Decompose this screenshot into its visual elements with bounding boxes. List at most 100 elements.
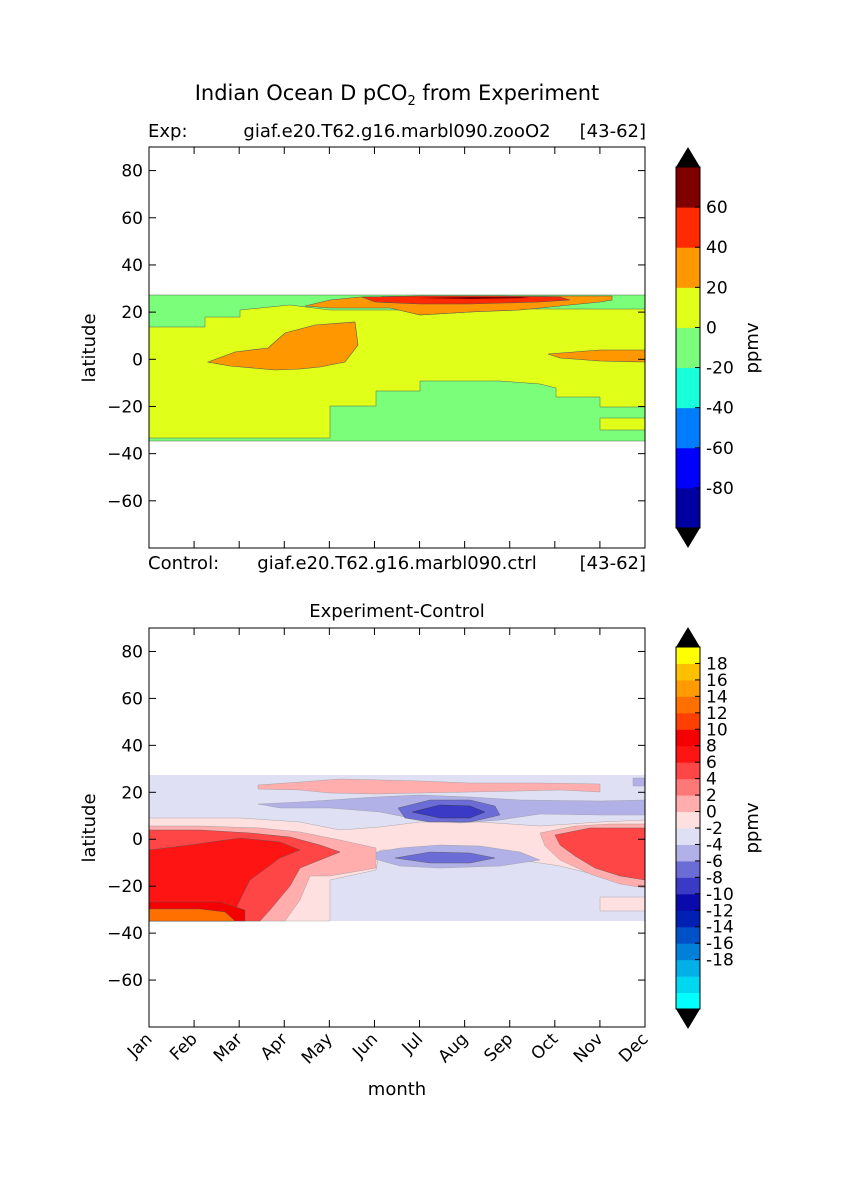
bottom-xtick-label: Dec	[615, 1029, 652, 1066]
figure-title: Indian Ocean D pCO2 from Experiment	[195, 81, 600, 109]
top-colorbar-swatch	[676, 167, 700, 208]
top-colorbar-swatch	[676, 367, 700, 409]
bottom-y-axis: 80 60 40 20 0 −20 −40 −60	[107, 642, 645, 991]
bottom-colorbar-swatch	[676, 696, 700, 714]
bottom-colorbar-swatch	[676, 877, 700, 895]
bottom-ytick-label: 80	[121, 642, 143, 662]
bottom-colorbar-tick-label: 10	[706, 720, 728, 740]
top-region-southern-green	[148, 380, 646, 442]
bottom-colorbar-swatch	[676, 926, 700, 944]
bottom-ytick-label: 20	[121, 783, 143, 803]
top-colorbar-swatch	[676, 247, 700, 288]
top-subtitle-left: Exp:	[148, 121, 188, 142]
top-region-southeast-yellow	[599, 417, 646, 431]
bottom-xtick-label: Jun	[348, 1029, 382, 1063]
bottom-colorbar-tick-label: 4	[706, 770, 717, 790]
bottom-colorbar-tick-label: 14	[706, 687, 728, 707]
bottom-colorbar-tick-label: -6	[706, 852, 723, 872]
bottom-xtick-label: Aug	[435, 1029, 473, 1067]
bottom-colorbar-tick-label: 16	[706, 671, 728, 691]
top-colorbar-tick-label: -40	[706, 399, 734, 419]
bottom-colorbar-tick-label: 2	[706, 786, 717, 806]
bottom-colorbar-tick-label: -16	[706, 934, 734, 954]
top-ytick-label: −40	[107, 445, 143, 465]
bottom-colorbar-swatch	[676, 647, 700, 664]
top-colorbar-over-arrow	[676, 147, 700, 167]
top-colorbar-tick-label: 0	[706, 318, 717, 338]
bottom-colorbar-swatch	[676, 762, 700, 780]
top-colorbar-tick-label: 40	[706, 238, 728, 258]
bottom-ytick-label: −40	[107, 924, 143, 944]
bottom-colorbar-tick-label: 12	[706, 704, 728, 724]
bottom-colorbar-swatch	[676, 959, 700, 977]
top-plot-area	[148, 146, 646, 549]
bottom-colorbar-tick-label: -2	[706, 819, 723, 839]
bottom-colorbar-swatch	[676, 860, 700, 878]
bottom-region-east-red	[554, 827, 646, 881]
bottom-colorbar-swatch	[676, 910, 700, 928]
bottom-colorbar-swatch	[676, 844, 700, 862]
bottom-region-light-pink-se	[599, 896, 646, 912]
top-y-axis: 80 60 40 20 0 −20 −40 −60	[107, 147, 646, 548]
bottom-ytick-label: 0	[132, 830, 143, 850]
bottom-ytick-label: −60	[107, 971, 143, 991]
top-colorbar-swatch	[676, 207, 700, 248]
top-colorbar-swatch	[676, 487, 700, 529]
top-ytick-label: 0	[132, 350, 143, 370]
top-colorbar-tick-label: 60	[706, 198, 728, 218]
bottom-xtick-label: Jan	[123, 1029, 156, 1062]
bottom-colorbar-label: ppmv	[742, 802, 763, 853]
bottom-region-north-dark-core	[411, 804, 486, 819]
top-region-north-dark	[415, 297, 530, 299]
bottom-region-south-blue-core	[394, 851, 496, 864]
bottom-xtick-label: Sep	[480, 1029, 517, 1066]
bottom-xtick-label: May	[298, 1029, 337, 1068]
top-ytick-label: −20	[107, 397, 143, 417]
bottom-colorbar-swatch	[676, 893, 700, 911]
bottom-colorbar-tick-label: -10	[706, 885, 734, 905]
bottom-colorbar-swatch	[676, 811, 700, 829]
bottom-xtick-label: Mar	[210, 1029, 247, 1066]
bottom-colorbar-swatch	[676, 795, 700, 813]
bottom-colorbar-swatch	[676, 976, 700, 994]
top-colorbar: 60 40 20 0 -20 -40 -60 -80	[675, 147, 734, 548]
bottom-colorbar-swatch	[676, 663, 700, 681]
bottom-xtick-label: Feb	[166, 1029, 201, 1064]
bottom-colorbar-swatch	[676, 992, 700, 1010]
top-colorbar-label: ppmv	[742, 322, 763, 373]
top-colorbar-swatch	[676, 407, 700, 449]
top-colorbar-tick-label: -20	[706, 359, 734, 379]
bottom-colorbar-tick-label: 18	[706, 654, 728, 674]
bottom-colorbar-swatch	[676, 778, 700, 796]
top-footer-right: [43-62]	[580, 553, 646, 574]
bottom-colorbar-swatch	[676, 943, 700, 961]
bottom-title: Experiment-Control	[309, 601, 485, 622]
bottom-colorbar-swatch	[676, 745, 700, 763]
bottom-colorbar-tick-label: -14	[706, 918, 734, 938]
bottom-ytick-label: −20	[107, 877, 143, 897]
bottom-colorbar-under-arrow	[676, 1009, 700, 1029]
bottom-colorbar-over-arrow	[676, 627, 700, 647]
top-footer-center: giaf.e20.T62.g16.marbl090.ctrl	[257, 553, 536, 574]
bottom-region-north-pink	[257, 778, 601, 795]
top-colorbar-swatch	[676, 447, 700, 489]
top-ytick-label: 60	[121, 209, 143, 229]
bottom-colorbar-swatch	[676, 679, 700, 697]
bottom-colorbar-tick-label: 0	[706, 803, 717, 823]
bottom-colorbar-tick-label: -12	[706, 901, 734, 921]
bottom-xtick-label: Apr	[257, 1029, 292, 1064]
top-ytick-label: 20	[121, 303, 143, 323]
top-subtitle-center: giaf.e20.T62.g16.marbl090.zooO2	[243, 121, 550, 142]
bottom-colorbar-swatch	[676, 712, 700, 730]
top-ytick-label: 40	[121, 256, 143, 276]
top-colorbar-tick-label: 20	[706, 278, 728, 298]
bottom-colorbar-tick-label: 8	[706, 737, 717, 757]
top-region-central-orange	[206, 321, 359, 371]
top-ytick-label: −60	[107, 492, 143, 512]
bottom-region-north-pink-2	[632, 777, 646, 787]
top-y-axis-label: latitude	[79, 313, 100, 382]
top-footer-left: Control:	[148, 553, 219, 574]
bottom-colorbar-tick-label: -4	[706, 835, 723, 855]
bottom-xtick-label: Nov	[570, 1029, 608, 1067]
